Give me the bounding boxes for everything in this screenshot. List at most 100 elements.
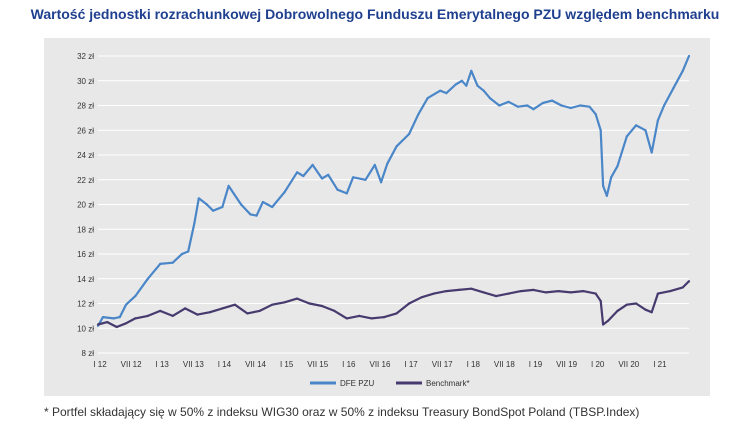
x-tick-label: I 15 — [280, 360, 294, 369]
x-tick-label: I 17 — [404, 360, 418, 369]
data-point — [669, 290, 672, 293]
data-point — [171, 314, 174, 317]
data-point — [532, 288, 535, 291]
data-point — [320, 304, 324, 308]
data-point — [498, 104, 501, 107]
data-point — [420, 296, 423, 299]
data-point — [159, 262, 162, 265]
data-point — [656, 119, 660, 122]
data-point — [146, 314, 149, 317]
data-point — [196, 313, 199, 316]
data-point — [296, 171, 299, 174]
x-tick-label: I 14 — [218, 360, 232, 369]
data-point — [681, 286, 684, 289]
data-point — [180, 252, 184, 256]
x-tick-label: VII 16 — [369, 360, 390, 369]
data-point — [541, 101, 544, 105]
data-point — [439, 89, 442, 92]
legend-item-dfe-pzu-label: DFE PZU — [340, 379, 374, 388]
data-point — [271, 205, 274, 209]
x-tick-label: I 12 — [93, 360, 107, 369]
y-tick-label: 14 zł — [77, 275, 94, 284]
data-point — [255, 214, 258, 217]
y-tick-label: 20 zł — [77, 201, 94, 210]
data-point — [599, 129, 602, 132]
data-point — [579, 104, 582, 107]
x-tick-label: I 21 — [653, 360, 667, 369]
data-point — [588, 105, 591, 108]
data-point — [635, 124, 638, 127]
data-point — [644, 308, 647, 311]
y-tick-label: 26 zł — [77, 126, 94, 135]
data-point — [383, 316, 386, 319]
data-point — [599, 299, 602, 303]
data-point — [482, 291, 485, 294]
x-tick-label: I 16 — [342, 360, 356, 369]
data-point — [380, 181, 383, 184]
data-point — [417, 113, 420, 116]
data-point — [333, 309, 336, 312]
data-point — [602, 184, 605, 187]
data-point — [311, 163, 314, 166]
data-point — [560, 104, 563, 107]
data-point — [569, 106, 572, 110]
data-point — [134, 317, 137, 320]
data-point — [134, 295, 137, 298]
data-point — [345, 317, 348, 320]
data-point — [582, 290, 585, 293]
data-point — [656, 292, 660, 295]
data-point — [395, 312, 398, 315]
y-tick-label: 18 zł — [77, 225, 94, 234]
y-tick-label: 30 zł — [77, 77, 94, 86]
data-point — [507, 292, 510, 295]
x-tick-label: VII 14 — [245, 360, 266, 369]
data-point — [644, 129, 647, 132]
data-point — [373, 163, 376, 166]
chart-title: Wartość jednostki rozrachunkowej Dobrowo… — [30, 6, 720, 22]
y-tick-label: 32 zł — [77, 52, 94, 61]
data-point — [408, 132, 411, 136]
data-point — [650, 151, 653, 154]
data-point — [488, 97, 491, 100]
data-point — [516, 105, 519, 108]
x-tick-label: VII 20 — [618, 360, 639, 369]
data-point — [454, 83, 457, 86]
data-point — [112, 317, 115, 320]
y-tick-label: 16 zł — [77, 250, 94, 259]
data-point — [370, 317, 373, 320]
data-point — [364, 178, 367, 181]
data-point — [106, 321, 109, 324]
data-point — [482, 89, 485, 92]
data-point — [432, 292, 435, 295]
data-point — [672, 87, 675, 90]
data-point — [197, 197, 200, 200]
y-tick-label: 12 zł — [77, 300, 94, 309]
data-point — [261, 200, 264, 204]
data-point — [358, 314, 361, 317]
data-point — [233, 303, 236, 306]
y-tick-label: 28 zł — [77, 102, 94, 111]
data-point — [532, 108, 535, 111]
data-point — [607, 319, 610, 322]
data-point — [115, 325, 118, 329]
data-point — [594, 292, 597, 295]
data-point — [283, 301, 286, 304]
data-point — [445, 92, 448, 95]
data-point — [681, 69, 684, 72]
data-point — [296, 297, 299, 300]
data-point — [616, 165, 619, 168]
data-point — [193, 222, 196, 225]
data-point — [101, 316, 105, 319]
data-point — [227, 184, 230, 187]
x-tick-label: I 13 — [156, 360, 170, 369]
data-point — [320, 177, 324, 180]
x-tick-label: VII 17 — [432, 360, 453, 369]
data-point — [519, 290, 523, 293]
data-point — [124, 303, 128, 306]
x-tick-label: I 20 — [591, 360, 605, 369]
x-tick-label: VII 15 — [307, 360, 328, 369]
x-tick-label: I 19 — [529, 360, 543, 369]
data-point — [650, 311, 653, 314]
data-point — [426, 97, 429, 100]
chart-plot: 8 zł 10 zł 12 zł 14 zł 16 zł 18 zł 20 zł 22 zł 2… — [77, 52, 691, 388]
